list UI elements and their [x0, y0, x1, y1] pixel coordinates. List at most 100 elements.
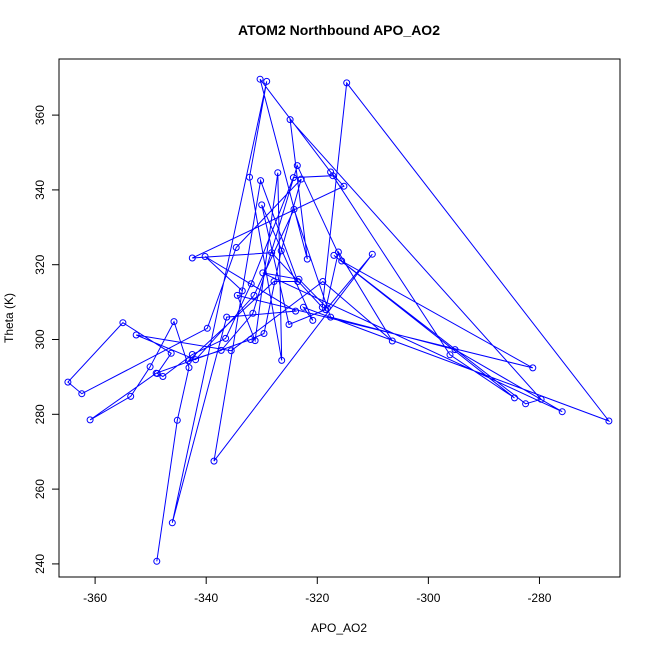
data-point	[340, 182, 348, 190]
data-point	[260, 330, 268, 337]
x-axis: -360 -340 -320 -300 -280	[83, 576, 552, 605]
data-point	[294, 278, 302, 285]
plot-box	[58, 58, 621, 578]
data-point	[289, 174, 297, 182]
x-tick-label: -360	[83, 591, 107, 605]
data-point	[605, 417, 613, 425]
y-tick-label: 320	[33, 254, 47, 274]
data-point	[319, 278, 327, 285]
data-point	[232, 244, 240, 251]
data-point	[153, 557, 161, 565]
data-point	[327, 313, 335, 321]
data-point	[268, 249, 276, 257]
data-point	[233, 291, 241, 299]
data-point	[217, 346, 225, 354]
series-polyline	[67, 78, 611, 562]
data-point	[246, 173, 253, 181]
data-point	[277, 247, 285, 255]
data-point	[201, 253, 209, 260]
data-point	[64, 378, 72, 386]
data-point	[451, 346, 459, 354]
data-point	[210, 457, 218, 465]
data-point	[223, 313, 231, 321]
data-point	[146, 363, 154, 371]
data-point	[170, 318, 178, 326]
data-point	[329, 172, 337, 180]
data-point	[334, 248, 342, 256]
data-point	[270, 278, 278, 285]
data-point	[159, 373, 167, 380]
data-point	[173, 416, 181, 424]
y-tick-label: 300	[33, 329, 47, 349]
series-points	[64, 75, 613, 565]
data-point	[127, 392, 135, 400]
data-point	[511, 394, 518, 402]
data-point	[222, 334, 230, 342]
data-point	[292, 307, 300, 315]
data-point	[167, 349, 175, 357]
y-tick-label: 360	[33, 105, 47, 125]
x-tick-label: -280	[527, 591, 551, 605]
data-point	[153, 370, 161, 377]
data-point	[285, 321, 293, 328]
data-point	[297, 175, 305, 183]
data-point	[86, 416, 94, 424]
y-tick-label: 260	[33, 479, 47, 499]
data-point	[293, 162, 301, 170]
data-point	[251, 337, 259, 345]
data-point	[322, 306, 330, 314]
data-point	[263, 77, 271, 85]
data-point	[192, 356, 200, 364]
data-point	[343, 79, 351, 87]
y-axis-label: Theta (K)	[2, 293, 16, 343]
chart-title: ATOM2 Northbound APO_AO2	[238, 22, 440, 38]
data-point	[247, 280, 255, 288]
x-tick-label: -320	[305, 591, 329, 605]
data-point	[327, 168, 335, 176]
data-point	[338, 257, 346, 265]
data-point	[168, 519, 176, 527]
y-axis: 240 260 280 300 320 340 360	[33, 105, 60, 574]
data-point	[259, 269, 267, 277]
data-point	[256, 75, 264, 83]
data-point	[388, 337, 396, 345]
x-tick-label: -300	[416, 591, 440, 605]
data-point	[274, 169, 282, 177]
data-point	[368, 250, 376, 258]
data-point	[184, 357, 192, 365]
data-point	[185, 364, 193, 372]
data-point	[258, 201, 266, 209]
data-point	[278, 356, 286, 364]
data-point	[522, 400, 530, 408]
data-point	[303, 255, 311, 263]
data-point	[290, 205, 298, 213]
data-point	[309, 316, 317, 324]
data-point	[323, 304, 331, 312]
series-line	[67, 78, 611, 562]
data-point	[330, 251, 338, 259]
data-point	[558, 408, 566, 416]
data-point	[286, 116, 294, 124]
data-point	[188, 351, 196, 358]
data-point	[537, 395, 545, 403]
data-point	[247, 336, 255, 343]
data-point	[299, 303, 307, 311]
y-tick-label: 340	[33, 180, 47, 200]
data-point	[188, 254, 196, 262]
x-axis-label: APO_AO2	[311, 621, 367, 635]
data-point	[132, 331, 140, 339]
y-tick-label: 240	[33, 554, 47, 574]
data-point	[257, 177, 265, 185]
data-point	[250, 291, 258, 299]
data-point	[446, 351, 454, 359]
data-point	[249, 309, 257, 317]
data-point	[529, 364, 537, 372]
data-point	[227, 347, 235, 355]
data-point	[119, 319, 127, 327]
data-point	[238, 287, 246, 295]
y-tick-label: 280	[33, 404, 47, 424]
x-tick-label: -340	[194, 591, 218, 605]
data-point	[78, 390, 86, 398]
data-point	[203, 324, 211, 332]
